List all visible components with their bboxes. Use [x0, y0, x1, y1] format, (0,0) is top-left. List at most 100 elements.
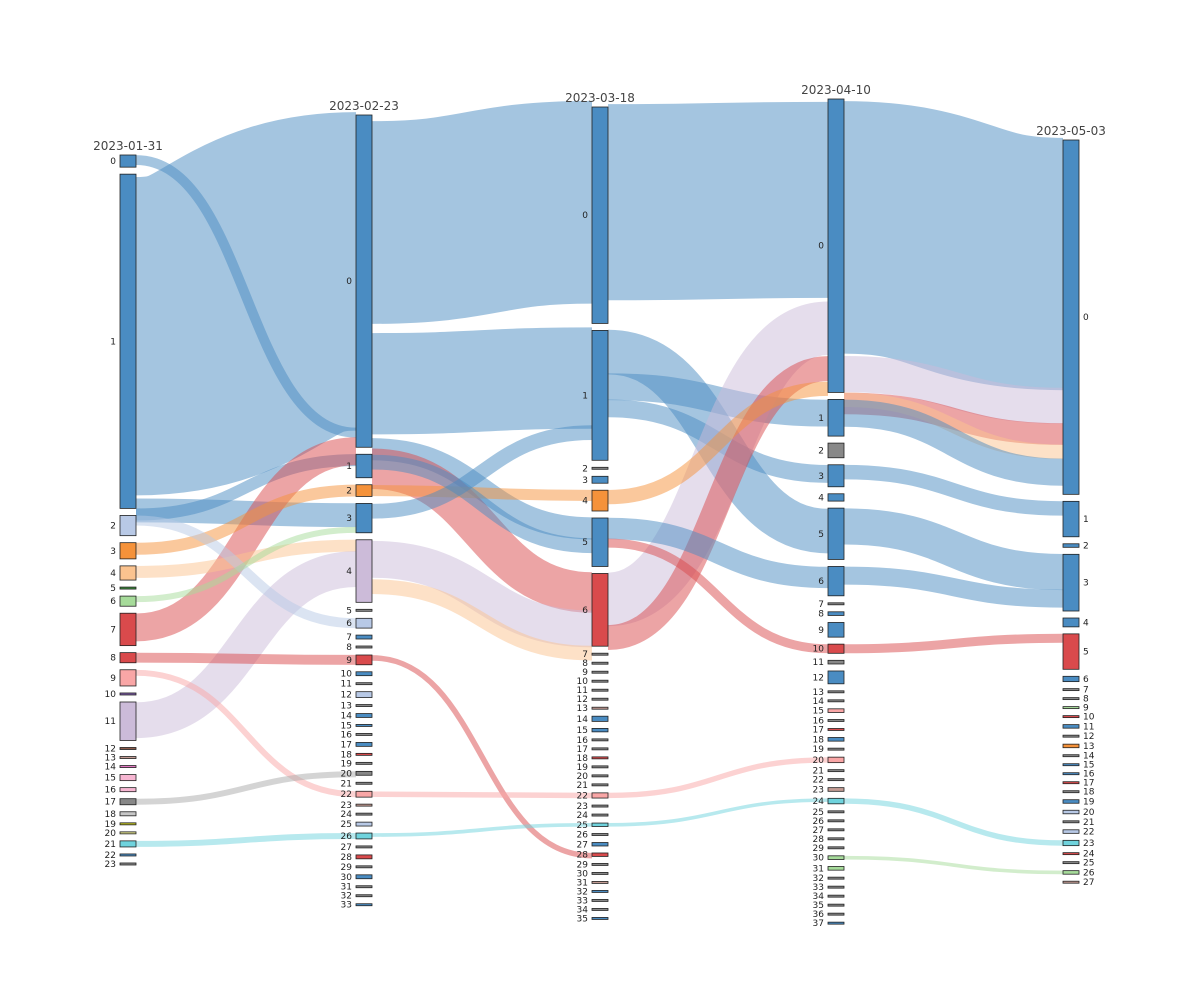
sankey-node[interactable]	[591, 863, 609, 866]
sankey-node[interactable]	[827, 493, 845, 502]
sankey-node[interactable]	[827, 719, 845, 722]
sankey-node[interactable]	[1062, 688, 1080, 692]
sankey-node[interactable]	[591, 517, 609, 567]
sankey-node[interactable]	[591, 688, 609, 692]
sankey-node[interactable]	[827, 566, 845, 597]
sankey-node[interactable]	[355, 821, 373, 827]
sankey-node[interactable]	[827, 846, 845, 850]
sankey-node[interactable]	[1062, 139, 1080, 495]
sankey-node[interactable]	[827, 866, 845, 871]
sankey-node[interactable]	[827, 787, 845, 792]
sankey-node[interactable]	[119, 565, 137, 581]
sankey-node[interactable]	[591, 852, 609, 857]
sankey-node[interactable]	[355, 865, 373, 869]
sankey-node[interactable]	[119, 774, 137, 782]
sankey-node[interactable]	[355, 742, 373, 747]
sankey-node[interactable]	[1062, 809, 1080, 815]
sankey-node[interactable]	[119, 586, 137, 590]
sankey-node[interactable]	[591, 679, 609, 683]
sankey-node[interactable]	[827, 747, 845, 751]
sankey-node[interactable]	[119, 831, 137, 835]
sankey-node[interactable]	[827, 611, 845, 616]
sankey-node[interactable]	[119, 515, 137, 537]
sankey-node[interactable]	[827, 912, 845, 916]
sankey-node[interactable]	[355, 453, 373, 479]
sankey-node[interactable]	[119, 595, 137, 607]
sankey-node[interactable]	[827, 819, 845, 823]
sankey-node[interactable]	[591, 842, 609, 847]
sankey-node[interactable]	[355, 733, 373, 736]
sankey-node[interactable]	[355, 539, 373, 603]
sankey-node[interactable]	[827, 643, 845, 654]
sankey-node[interactable]	[1062, 763, 1080, 767]
sankey-node[interactable]	[591, 765, 609, 769]
sankey-node[interactable]	[355, 704, 373, 707]
sankey-node[interactable]	[591, 908, 609, 911]
sankey-node[interactable]	[355, 803, 373, 807]
sankey-node[interactable]	[827, 399, 845, 437]
sankey-node[interactable]	[827, 699, 845, 703]
sankey-node[interactable]	[355, 713, 373, 718]
sankey-node[interactable]	[591, 822, 609, 827]
sankey-node[interactable]	[1062, 852, 1080, 856]
sankey-node[interactable]	[591, 833, 609, 836]
sankey-node[interactable]	[119, 853, 137, 857]
sankey-node[interactable]	[355, 903, 373, 907]
sankey-node[interactable]	[1062, 633, 1080, 670]
sankey-node[interactable]	[591, 783, 609, 787]
sankey-node[interactable]	[119, 756, 137, 759]
sankey-node[interactable]	[591, 804, 609, 808]
sankey-node[interactable]	[355, 503, 373, 534]
sankey-node[interactable]	[355, 752, 373, 756]
sankey-node[interactable]	[591, 727, 609, 733]
sankey-node[interactable]	[119, 652, 137, 664]
sankey-node[interactable]	[591, 792, 609, 799]
sankey-node[interactable]	[1062, 543, 1080, 548]
sankey-node[interactable]	[591, 774, 609, 778]
sankey-node[interactable]	[827, 769, 845, 773]
sankey-node[interactable]	[119, 701, 137, 741]
sankey-node[interactable]	[1062, 790, 1080, 794]
sankey-node[interactable]	[827, 921, 845, 925]
sankey-node[interactable]	[355, 832, 373, 840]
sankey-node[interactable]	[355, 671, 373, 677]
sankey-node[interactable]	[591, 715, 609, 722]
sankey-node[interactable]	[591, 330, 609, 461]
sankey-node[interactable]	[591, 899, 609, 902]
sankey-node[interactable]	[591, 813, 609, 817]
sankey-node[interactable]	[355, 790, 373, 798]
sankey-node[interactable]	[1062, 781, 1080, 785]
sankey-node[interactable]	[827, 778, 845, 782]
sankey-node[interactable]	[355, 617, 373, 629]
sankey-node[interactable]	[827, 507, 845, 560]
sankey-node[interactable]	[1062, 880, 1080, 884]
sankey-node[interactable]	[591, 661, 609, 665]
sankey-node[interactable]	[591, 890, 609, 893]
sankey-node[interactable]	[591, 706, 609, 710]
sankey-node[interactable]	[355, 894, 373, 898]
sankey-node[interactable]	[591, 917, 609, 920]
sankey-node[interactable]	[1062, 799, 1080, 804]
sankey-node[interactable]	[827, 756, 845, 764]
sankey-node[interactable]	[827, 602, 845, 606]
sankey-node[interactable]	[1062, 829, 1080, 834]
sankey-node[interactable]	[1062, 553, 1080, 612]
sankey-node[interactable]	[1062, 734, 1080, 738]
sankey-node[interactable]	[1062, 870, 1080, 875]
sankey-node[interactable]	[355, 854, 373, 860]
sankey-node[interactable]	[119, 612, 137, 647]
sankey-node[interactable]	[355, 645, 373, 649]
sankey-node[interactable]	[827, 737, 845, 742]
sankey-node[interactable]	[119, 542, 137, 560]
sankey-node[interactable]	[591, 670, 609, 674]
sankey-node[interactable]	[119, 822, 137, 826]
sankey-node[interactable]	[1062, 861, 1080, 865]
sankey-node[interactable]	[355, 770, 373, 776]
sankey-node[interactable]	[119, 787, 137, 793]
sankey-node[interactable]	[827, 876, 845, 880]
sankey-node[interactable]	[827, 828, 845, 832]
sankey-node[interactable]	[827, 659, 845, 665]
sankey-node[interactable]	[1062, 724, 1080, 729]
sankey-node[interactable]	[119, 669, 137, 687]
sankey-node[interactable]	[827, 690, 845, 694]
